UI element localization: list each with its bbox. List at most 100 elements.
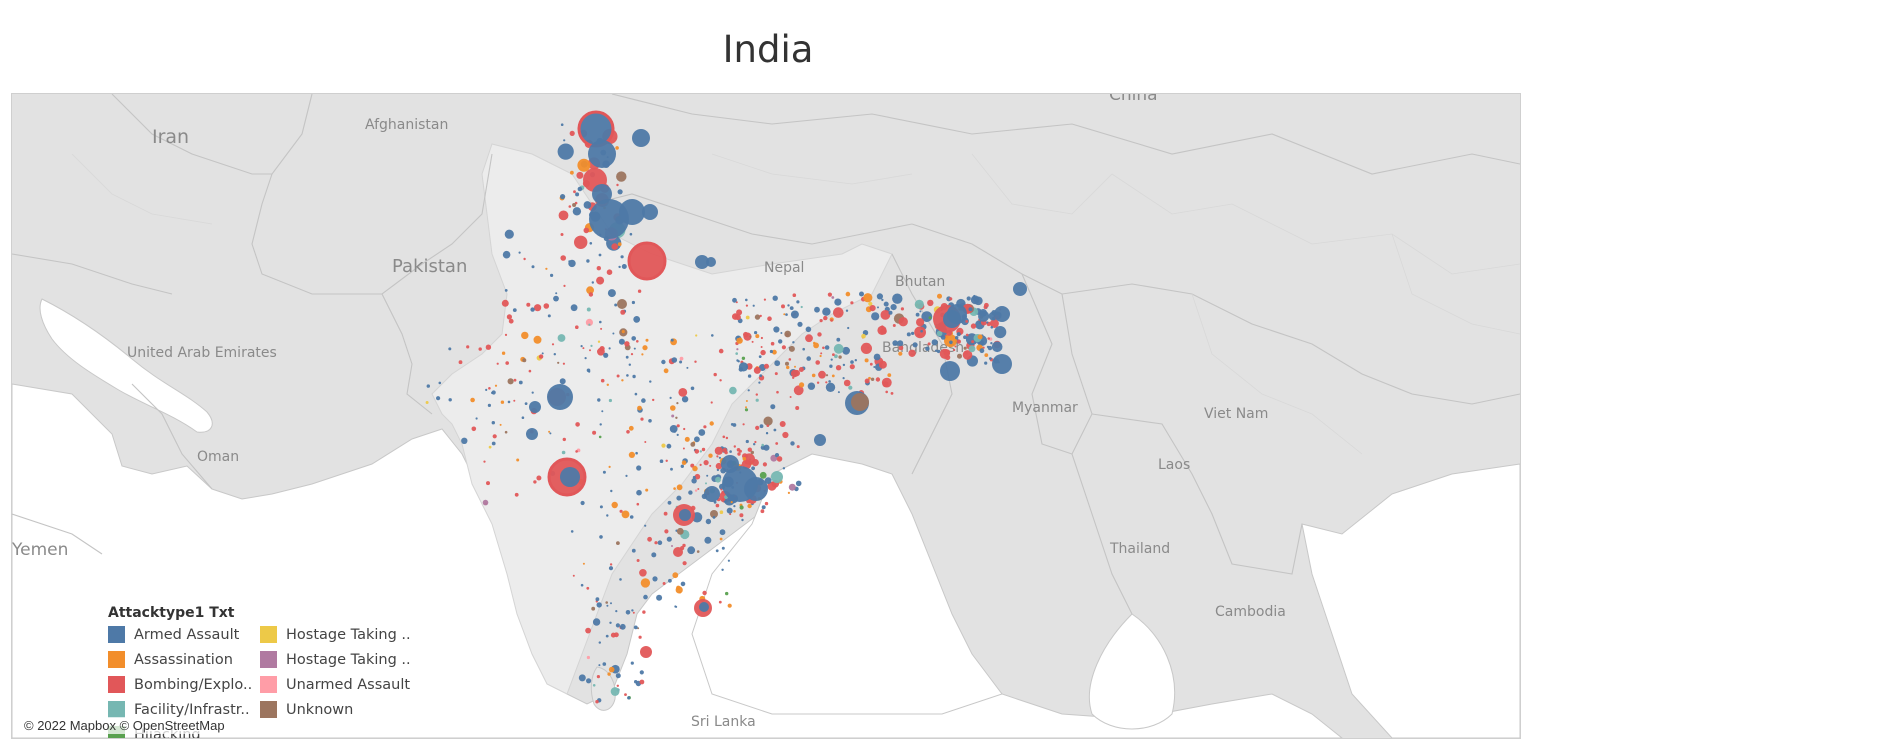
incident-point[interactable] (522, 358, 527, 363)
incident-point[interactable] (592, 184, 612, 204)
incident-point[interactable] (585, 318, 594, 326)
incident-point[interactable] (684, 436, 690, 442)
incident-point[interactable] (732, 423, 737, 427)
incident-point[interactable] (880, 310, 891, 320)
incident-point[interactable] (699, 450, 702, 453)
incident-point[interactable] (583, 227, 590, 234)
incident-point[interactable] (530, 307, 535, 312)
incident-point[interactable] (584, 357, 587, 360)
incident-point[interactable] (596, 675, 601, 679)
incident-point[interactable] (737, 360, 740, 363)
incident-point[interactable] (816, 381, 820, 384)
incident-point[interactable] (518, 380, 523, 385)
incident-point[interactable] (575, 192, 580, 197)
incident-point[interactable] (990, 326, 994, 329)
incident-point[interactable] (795, 480, 802, 487)
incident-point[interactable] (438, 381, 442, 385)
incident-point[interactable] (666, 443, 672, 449)
incident-point[interactable] (586, 678, 592, 684)
incident-point[interactable] (547, 314, 551, 318)
incident-point[interactable] (595, 597, 600, 602)
incident-point[interactable] (955, 336, 959, 340)
incident-point[interactable] (758, 355, 762, 358)
incident-point[interactable] (877, 306, 879, 309)
incident-point[interactable] (676, 402, 679, 405)
incident-point[interactable] (639, 670, 644, 675)
incident-point[interactable] (690, 386, 695, 391)
incident-point[interactable] (637, 289, 642, 293)
incident-point[interactable] (575, 450, 578, 453)
incident-point[interactable] (953, 348, 956, 352)
incident-point[interactable] (834, 298, 842, 306)
incident-point[interactable] (691, 478, 697, 484)
incident-point[interactable] (770, 341, 775, 346)
incident-point[interactable] (679, 356, 684, 361)
incident-point[interactable] (701, 447, 706, 452)
incident-point[interactable] (676, 424, 680, 428)
incident-point[interactable] (868, 301, 873, 306)
incident-point[interactable] (742, 423, 745, 426)
incident-point[interactable] (788, 483, 796, 491)
incident-point[interactable] (718, 348, 724, 354)
incident-point[interactable] (875, 377, 881, 382)
incident-point[interactable] (745, 439, 749, 444)
incident-point[interactable] (611, 501, 618, 509)
incident-point[interactable] (917, 333, 920, 337)
incident-point[interactable] (822, 346, 825, 350)
incident-point[interactable] (776, 456, 783, 462)
incident-point[interactable] (558, 210, 569, 221)
incident-point[interactable] (478, 347, 482, 351)
incident-point[interactable] (800, 305, 803, 309)
incident-point[interactable] (598, 435, 602, 439)
incident-point[interactable] (562, 362, 566, 365)
incident-point[interactable] (615, 673, 621, 679)
incident-point[interactable] (578, 674, 586, 682)
incident-point[interactable] (548, 430, 551, 433)
incident-point[interactable] (686, 366, 689, 369)
incident-point[interactable] (718, 456, 722, 459)
incident-point[interactable] (664, 529, 669, 534)
incident-point[interactable] (506, 314, 512, 320)
incident-point[interactable] (632, 129, 650, 147)
incident-point[interactable] (487, 403, 491, 407)
incident-point[interactable] (676, 484, 683, 491)
incident-point[interactable] (607, 289, 616, 298)
incident-point[interactable] (518, 251, 521, 254)
incident-point[interactable] (727, 603, 732, 608)
incident-point[interactable] (507, 400, 511, 404)
incident-point[interactable] (721, 568, 724, 571)
incident-point[interactable] (642, 204, 658, 220)
incident-point[interactable] (512, 308, 517, 312)
incident-point[interactable] (562, 437, 566, 442)
incident-point[interactable] (811, 373, 816, 378)
incident-point[interactable] (678, 388, 688, 397)
incident-point[interactable] (861, 333, 866, 339)
incident-point[interactable] (830, 319, 833, 322)
incident-point[interactable] (560, 255, 566, 261)
incident-point[interactable] (845, 309, 849, 312)
incident-point[interactable] (825, 382, 836, 392)
incident-point[interactable] (621, 330, 625, 334)
incident-point[interactable] (663, 368, 669, 374)
incident-point[interactable] (577, 158, 591, 172)
incident-point[interactable] (557, 143, 574, 160)
incident-point[interactable] (863, 293, 873, 303)
incident-point[interactable] (733, 505, 736, 508)
incident-point[interactable] (835, 365, 842, 371)
incident-point[interactable] (586, 368, 591, 373)
incident-point[interactable] (642, 345, 648, 351)
incident-point[interactable] (970, 295, 980, 305)
incident-point[interactable] (697, 488, 700, 490)
incident-point[interactable] (601, 410, 604, 413)
incident-point[interactable] (626, 430, 630, 434)
incident-point[interactable] (722, 435, 726, 439)
incident-point[interactable] (690, 442, 696, 447)
incident-point[interactable] (610, 602, 612, 605)
incident-point[interactable] (755, 398, 759, 402)
incident-point[interactable] (629, 515, 634, 519)
incident-point[interactable] (940, 361, 960, 381)
incident-point[interactable] (692, 475, 696, 479)
legend-item-unarmed-assault[interactable]: Unarmed Assault (260, 675, 412, 694)
incident-point[interactable] (759, 374, 763, 377)
incident-point[interactable] (704, 486, 720, 502)
